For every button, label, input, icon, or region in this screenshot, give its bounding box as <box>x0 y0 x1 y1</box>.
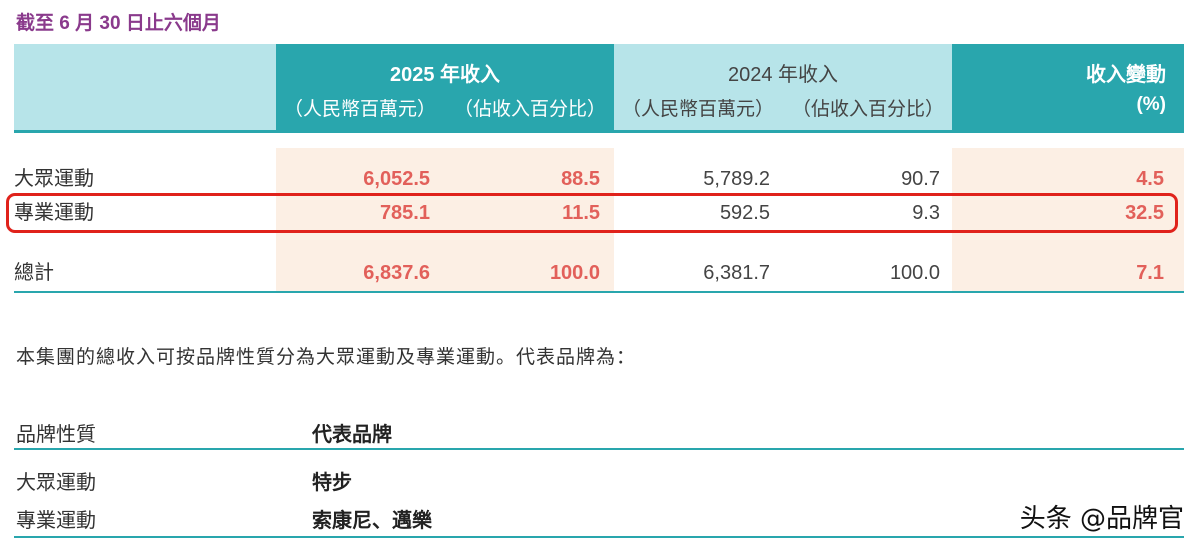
watermark-text: 头条 @品牌官 <box>1019 504 1184 534</box>
rev-2025: 6,837.6 <box>363 262 430 284</box>
revenue-change: 32.5 <box>1125 202 1164 224</box>
rev-2025: 785.1 <box>379 202 430 224</box>
pct-2025: 88.5 <box>561 168 600 190</box>
brand-table-bottom-rule <box>14 536 1184 538</box>
brand-table-header-brands: 代表品牌 <box>312 424 392 446</box>
header-2024-rmb: （人民幣百萬元） <box>622 99 775 120</box>
description-paragraph: 本集團的總收入可按品牌性質分為大眾運動及專業運動。代表品牌為： <box>16 347 637 368</box>
brand-row-brands: 索康尼、邁樂 <box>312 510 432 532</box>
pct-2025: 100.0 <box>549 262 600 284</box>
revenue-change: 7.1 <box>1136 262 1164 284</box>
header-2025-pct: （佔收入百分比） <box>453 99 606 120</box>
brand-row-nature: 專業運動 <box>16 510 96 532</box>
row-label: 專業運動 <box>14 202 94 224</box>
header-2024-revenue: 2024 年收入 （人民幣百萬元） （佔收入百分比） <box>614 44 952 130</box>
header-2025-title: 2025 年收入 <box>389 64 501 86</box>
row-label: 總計 <box>14 262 54 284</box>
pct-2024: 90.7 <box>901 168 940 190</box>
highlight-box <box>6 193 1178 233</box>
brand-row-nature: 大眾運動 <box>16 472 96 494</box>
pct-2025: 11.5 <box>562 202 600 224</box>
brand-table-header-nature: 品牌性質 <box>16 424 96 446</box>
header-2024-title: 2024 年收入 <box>727 64 839 86</box>
pct-2024: 9.3 <box>912 202 940 224</box>
table-row: 專業運動 785.1 11.5 592.5 9.3 32.5 <box>14 196 1184 230</box>
header-revenue-change: 收入變動 (%) <box>952 44 1184 130</box>
header-bottom-rule <box>14 130 1184 133</box>
rev-2024: 592.5 <box>719 202 770 224</box>
brand-row-brands: 特步 <box>312 472 352 494</box>
brand-table-header-rule <box>14 448 1184 450</box>
table-row-total: 總計 6,837.6 100.0 6,381.7 100.0 7.1 <box>14 256 1184 290</box>
header-2025-revenue: 2025 年收入 （人民幣百萬元） （佔收入百分比） <box>276 44 614 130</box>
header-blank-cell <box>14 44 276 130</box>
row-label: 大眾運動 <box>14 168 94 190</box>
pct-2024: 100.0 <box>889 262 940 284</box>
table-bottom-rule <box>14 291 1184 293</box>
shade-2025 <box>276 148 614 292</box>
header-change-unit: (%) <box>1136 94 1166 115</box>
revenue-change: 4.5 <box>1136 168 1164 190</box>
rev-2025: 6,052.5 <box>363 168 430 190</box>
period-title: 截至 6 月 30 日止六個月 <box>16 13 221 34</box>
rev-2024: 6,381.7 <box>703 262 770 284</box>
header-2025-rmb: （人民幣百萬元） <box>284 99 437 120</box>
shade-change <box>952 148 1184 292</box>
header-change-title: 收入變動 <box>1086 64 1166 86</box>
header-2024-pct: （佔收入百分比） <box>791 99 944 120</box>
rev-2024: 5,789.2 <box>703 168 770 190</box>
table-row: 大眾運動 6,052.5 88.5 5,789.2 90.7 4.5 <box>14 162 1184 196</box>
